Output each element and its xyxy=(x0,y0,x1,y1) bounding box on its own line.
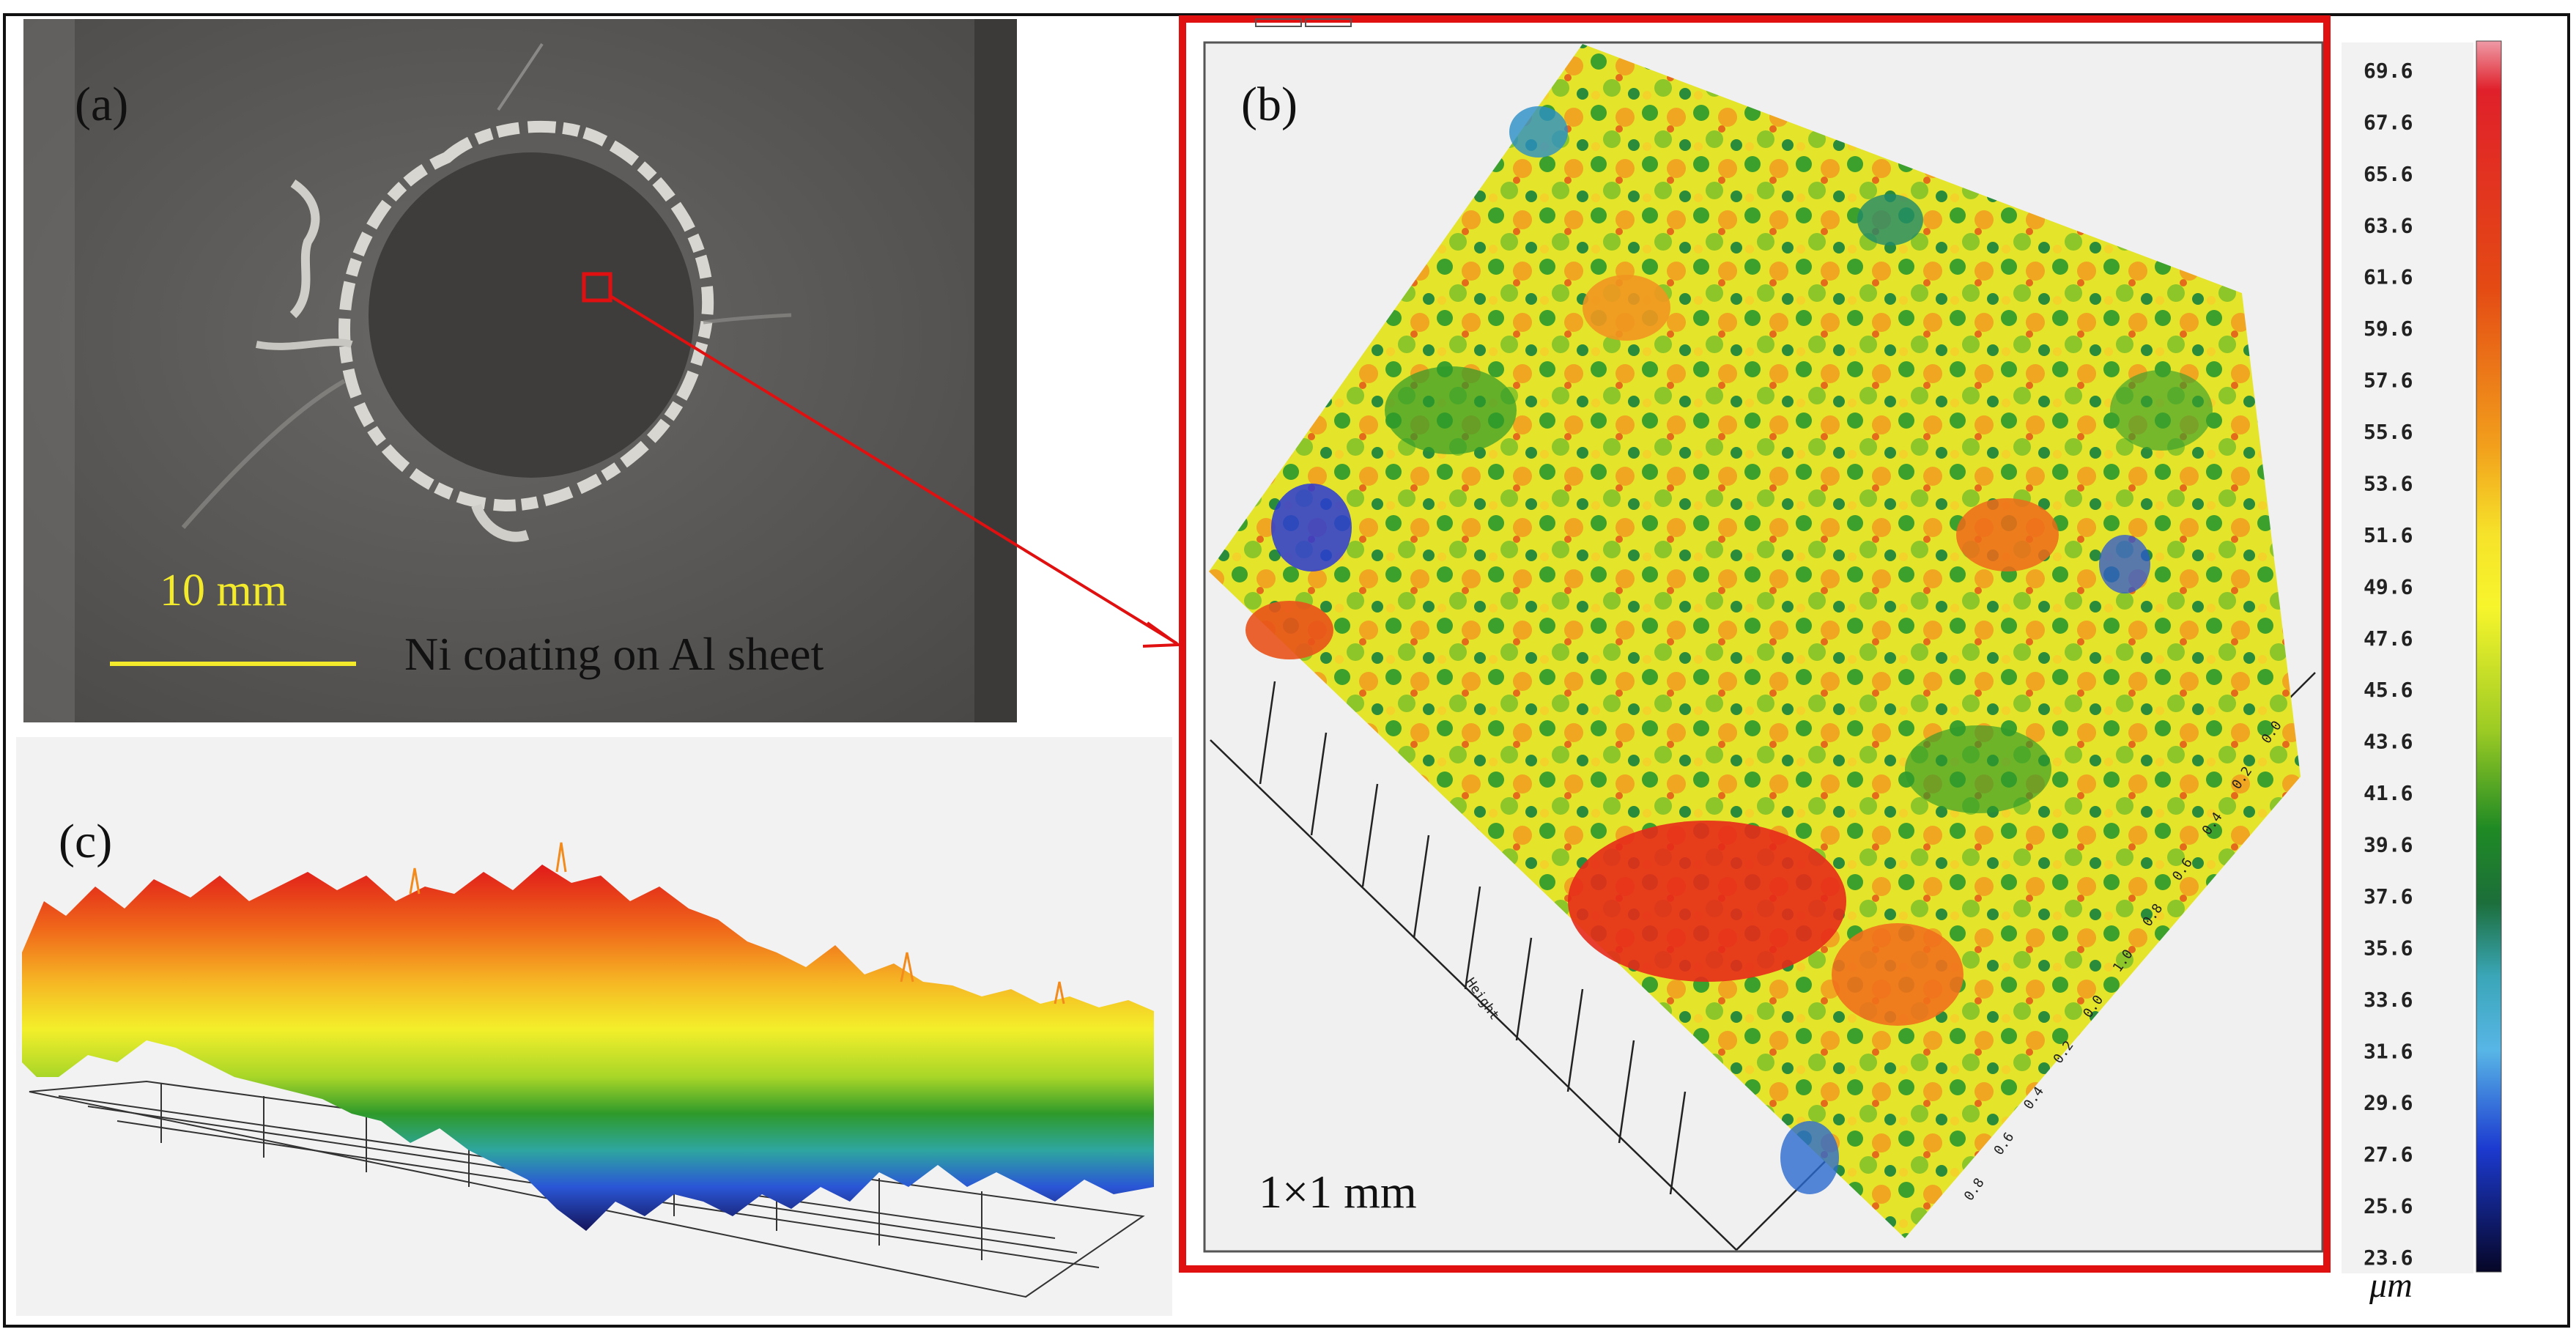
colorbar-tick-label: 53.6 xyxy=(2364,471,2413,495)
cool-spot-4 xyxy=(2099,535,2150,593)
coating-streak-right xyxy=(703,313,792,325)
green-patch-1 xyxy=(1385,366,1517,454)
colorbar-tick-label: 31.6 xyxy=(2364,1039,2413,1063)
coating-flare-left-2 xyxy=(256,338,353,350)
photo-left-strip xyxy=(23,19,75,722)
colorbar-tick-label: 59.6 xyxy=(2364,317,2413,341)
hot-spot-4 xyxy=(1956,498,2059,571)
colorbar-tick-label: 27.6 xyxy=(2364,1142,2413,1166)
panel-a: 10 mm Ni coating on Al sheet (a) xyxy=(23,19,1017,722)
scale-bar-label: 10 mm xyxy=(160,566,287,615)
cool-spot-5 xyxy=(1857,194,1923,245)
green-patch-3 xyxy=(2110,370,2213,451)
colorbar-tick-label: 41.6 xyxy=(2364,781,2413,805)
colorbar-tick-label: 37.6 xyxy=(2364,884,2413,909)
colorbar-tick-label: 25.6 xyxy=(2364,1194,2413,1218)
coating-flare-bottom xyxy=(471,503,530,542)
panel-b-top-tab xyxy=(1255,18,1302,27)
coated-spot xyxy=(369,152,694,478)
colorbar-tick-label: 45.6 xyxy=(2364,678,2413,702)
colorbar-unit: μm xyxy=(2369,1266,2413,1305)
colorbar-tick-labels: 69.6 67.6 65.6 63.6 61.6 59.6 57.6 55.6 53.6 51.6… xyxy=(2364,59,2413,1270)
colorbar-tick-label: 35.6 xyxy=(2364,936,2413,960)
panel-b-top-tab-2 xyxy=(1305,18,1352,27)
colorbar-tick-label: 47.6 xyxy=(2364,626,2413,651)
figure-frame xyxy=(3,13,2570,1328)
surface-spikes xyxy=(409,842,1065,1004)
colorbar-gradient xyxy=(2476,40,2502,1273)
colorbar-tick-label: 61.6 xyxy=(2364,265,2413,289)
panel-a-label: (a) xyxy=(75,78,128,131)
photo-caption: Ni coating on Al sheet xyxy=(404,628,824,680)
colorbar-tick-label: 23.6 xyxy=(2364,1246,2413,1270)
colorbar-tick-label: 55.6 xyxy=(2364,420,2413,444)
panel-b-highlight-frame xyxy=(1179,15,2331,1273)
colorbar-tick-label: 67.6 xyxy=(2364,110,2413,134)
panel-b-label: (b) xyxy=(1241,78,1298,131)
hot-spot-main xyxy=(1568,821,1846,982)
green-patch-2 xyxy=(1905,725,2051,813)
colorbar-tick-label: 65.6 xyxy=(2364,162,2413,186)
panel-c: (c) xyxy=(16,737,1172,1316)
scan-size-label: 1×1 mm xyxy=(1259,1166,1417,1218)
hot-spot-2 xyxy=(1246,601,1333,659)
colorbar-tick-label: 33.6 xyxy=(2364,988,2413,1012)
panel-b: 0.00.20.40.60.81.00.00.20.40.60.8 Height… xyxy=(1179,15,2331,1273)
highlight-box xyxy=(582,272,612,303)
cool-spot-1 xyxy=(1271,484,1352,571)
colorbar-tick-label: 43.6 xyxy=(2364,730,2413,754)
cool-spot-2 xyxy=(1509,106,1568,158)
surface-profile xyxy=(22,865,1154,1231)
colorbar-ticks-bg xyxy=(2342,42,2473,1273)
colorbar-tick-label: 49.6 xyxy=(2364,574,2413,599)
topography-surface xyxy=(1209,44,2301,1238)
colorbar-tick-label: 63.6 xyxy=(2364,213,2413,237)
panel-c-label: (c) xyxy=(59,815,112,868)
hot-spot-5 xyxy=(1583,275,1670,341)
cool-spot-3 xyxy=(1780,1121,1839,1194)
hot-spot-3 xyxy=(1832,923,1964,1026)
colorbar-tick-label: 39.6 xyxy=(2364,833,2413,857)
coating-flare-left xyxy=(289,180,320,319)
colorbar-tick-label: 29.6 xyxy=(2364,1091,2413,1115)
coating-flare-top xyxy=(497,42,544,111)
colorbar-tick-label: 69.6 xyxy=(2364,59,2413,83)
coating-streak xyxy=(181,379,346,529)
colorbar-tick-label: 57.6 xyxy=(2364,369,2413,393)
colorbar-tick-label: 51.6 xyxy=(2364,523,2413,547)
photo-edge-strip xyxy=(974,19,1017,722)
colorbar: 69.6 67.6 65.6 63.6 61.6 59.6 57.6 55.6 53.6 51.6… xyxy=(2342,40,2502,1305)
coating-ring xyxy=(338,120,714,512)
zoom-arrow xyxy=(609,295,1182,648)
